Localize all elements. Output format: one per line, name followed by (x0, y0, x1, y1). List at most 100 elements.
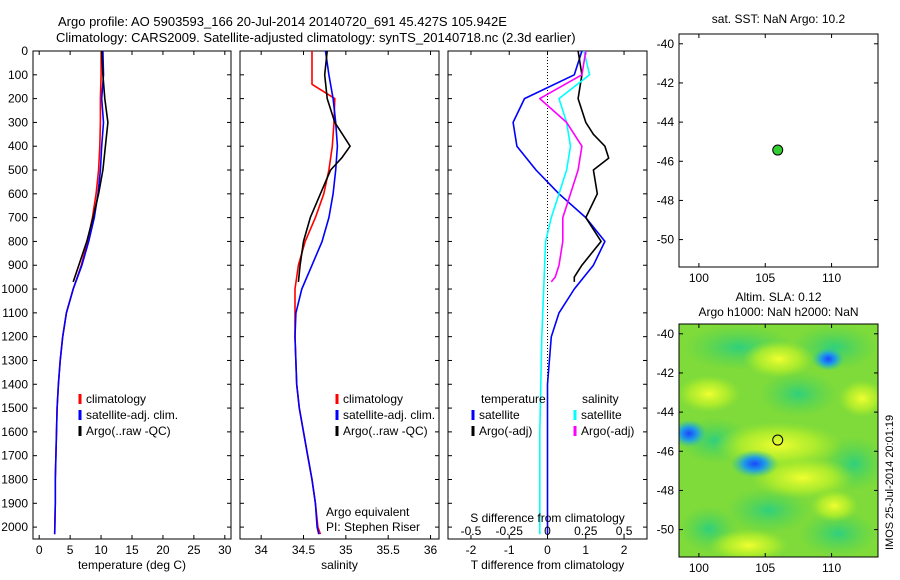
legend-entry: climatology (86, 392, 146, 406)
heatmap-low-cell (730, 449, 779, 478)
legend-entry: satellite-adj. clim. (343, 408, 435, 422)
y-tick-label: 200 (8, 92, 28, 106)
legend-title: salinity (582, 392, 619, 406)
heatmap-cell (679, 375, 741, 413)
x-top-tick-label: 0.25 (574, 524, 598, 538)
x-tick-label: 2 (621, 543, 628, 557)
series-line-satellite-adj-clim- (294, 50, 339, 535)
annotation-line: PI: Stephen Riser (326, 520, 420, 534)
x-tick-label: 100 (689, 561, 709, 575)
x-tick-label: 110 (822, 271, 841, 285)
y-tick-label: 300 (8, 115, 28, 129)
y-tick-label: 1900 (1, 496, 28, 510)
heatmap-cell (838, 379, 878, 418)
plot-frame (678, 323, 879, 558)
y-tick-label: -50 (657, 233, 675, 247)
annotation-line: Argo equivalent (326, 505, 410, 519)
y-tick-label: -42 (657, 76, 675, 90)
heatmap-low-cell (812, 347, 845, 371)
argo-position-marker (772, 434, 784, 446)
y-tick-label: 600 (8, 187, 28, 201)
heatmap-cell (708, 529, 789, 557)
y-tick-label: 900 (8, 258, 28, 272)
legend-entry: Argo(..raw -QC) (86, 424, 171, 438)
y-tick-label: 400 (8, 139, 28, 153)
heatmap-cell (798, 510, 878, 557)
x-top-tick-label: 0.5 (616, 524, 633, 538)
y-tick-label: -46 (657, 444, 675, 458)
y-tick-label: -42 (657, 366, 675, 380)
y-tick-label: 2000 (1, 520, 28, 534)
series-line-satellite (538, 50, 591, 535)
y-tick-label: 1000 (1, 282, 28, 296)
y-tick-label: -40 (657, 327, 675, 341)
series-line-argo-raw-qc- (297, 50, 351, 282)
y-tick-label: -44 (657, 405, 675, 419)
salinity-panel: 34 34.5 35 35.5 36 salinity climatology satelli… (239, 50, 440, 572)
plot-frame (32, 50, 232, 540)
y-tick-label: 1800 (1, 472, 28, 486)
legend-entry: satellite-adj. clim. (86, 408, 178, 422)
x-tick-label: 105 (755, 271, 775, 285)
legend-entry: satellite (581, 408, 622, 422)
x-tick-label: 35.5 (377, 543, 401, 557)
y-tick-label: 100 (8, 68, 28, 82)
map-title: Altim. SLA: 0.12 (735, 290, 821, 304)
y-tick-label: 1600 (1, 425, 28, 439)
map-title: sat. SST: NaN Argo: 10.2 (712, 12, 846, 26)
series-line-argo-raw-qc- (72, 50, 109, 283)
y-tick-label: 1200 (1, 330, 28, 344)
x-tick-label: 0 (544, 543, 551, 557)
heatmap-low-cell (679, 419, 707, 448)
y-tick-label: -48 (657, 483, 675, 497)
y-tick-label: 1400 (1, 377, 28, 391)
x-top-tick-label: -0.25 (496, 524, 524, 538)
x-top-tick-label: 0 (544, 524, 551, 538)
y-tick-label: 1700 (1, 449, 28, 463)
legend-entry: Argo(-adj) (581, 424, 634, 438)
x-tick-label: 30 (218, 543, 232, 557)
y-tick-label: 700 (8, 211, 28, 225)
heatmap-cell (758, 370, 839, 418)
x-tick-label: 0 (36, 543, 43, 557)
timestamp-vertical: IMOS 25-Jul-2014 20:01:19 (884, 415, 896, 550)
series-line-climatology (53, 51, 102, 535)
header-line-1: Argo profile: AO 5903593_166 20-Jul-2014… (58, 14, 507, 29)
header-line-2: Climatology: CARS2009. Satellite-adjuste… (56, 30, 576, 45)
x-tick-label: -1 (504, 543, 515, 557)
heatmap-cell (810, 489, 859, 523)
y-tick-label: -50 (657, 523, 675, 537)
map-subtitle: Argo h1000: NaN h2000: NaN (698, 305, 858, 319)
x-tick-label: -2 (466, 543, 477, 557)
series-line-satellite (512, 50, 606, 535)
x-axis-label-top: S difference from climatology (470, 511, 625, 525)
temperature-panel: 0 5 10 15 20 25 300100200300400500600700800900… (1, 44, 232, 572)
x-tick-label: 5 (67, 543, 74, 557)
heatmap-cell (742, 340, 815, 378)
difference-panel: -2 -1 0 1 2T difference from climatology -0.5… (447, 50, 648, 572)
legend-entry: Argo(-adj) (479, 424, 532, 438)
x-tick-label: 34 (254, 543, 268, 557)
x-axis-label: temperature (deg C) (78, 558, 186, 572)
x-tick-label: 36 (424, 543, 438, 557)
x-top-tick-label: -0.5 (461, 524, 482, 538)
y-tick-label: 1100 (2, 306, 28, 320)
argo-position-marker (772, 144, 784, 156)
x-tick-label: 1 (582, 543, 589, 557)
y-tick-label: 500 (8, 163, 28, 177)
y-tick-label: 1300 (1, 353, 28, 367)
x-tick-label: 10 (94, 543, 108, 557)
y-tick-label: 800 (8, 234, 28, 248)
legend-title: temperature (481, 392, 546, 406)
y-tick-label: -48 (657, 193, 675, 207)
legend-entry: satellite (479, 408, 520, 422)
y-tick-label: 0 (21, 44, 28, 58)
sst-map-panel: sat. SST: NaN Argo: 10.2 100 105 110 -40 -42 -… (657, 12, 879, 285)
legend-entry: Argo(..raw -QC) (343, 424, 428, 438)
x-axis-label: T difference from climatology (471, 558, 625, 572)
y-tick-label: -40 (657, 37, 675, 51)
heatmap-cell (724, 487, 813, 534)
series-line-argo-adj- (538, 50, 587, 283)
x-tick-label: 15 (125, 543, 139, 557)
